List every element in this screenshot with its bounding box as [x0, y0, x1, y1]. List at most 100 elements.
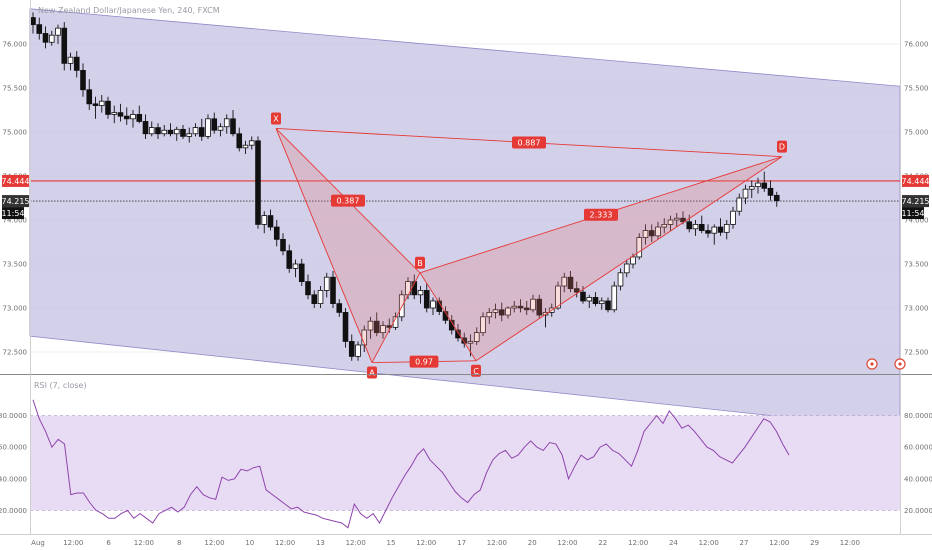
candle-body [661, 223, 668, 228]
candle-body [355, 344, 361, 357]
candle-body [330, 276, 336, 305]
candle-body [648, 230, 655, 237]
price-tick-label-right: 72.500 [904, 349, 929, 357]
candle-body [380, 325, 386, 334]
auto-scale-icon[interactable] [894, 358, 906, 370]
candle-body [161, 129, 168, 135]
candle [355, 341, 361, 361]
candle [230, 110, 236, 137]
time-tick-label: Aug [31, 539, 45, 547]
price-axis[interactable]: 72.500 72.500 73.000 73.000 73.500 73.500 74.0… [1, 41, 929, 357]
candle [280, 233, 286, 256]
price-tick-label-right: 75.500 [904, 85, 929, 93]
candle-body [180, 128, 186, 137]
svg-text:74.215: 74.215 [2, 197, 30, 206]
candle-body [223, 118, 230, 128]
svg-text:11:54: 11:54 [901, 209, 924, 218]
candle-body [111, 112, 118, 115]
candle-body [417, 289, 424, 296]
candle [761, 171, 768, 192]
candle [217, 123, 224, 137]
candle [717, 218, 724, 236]
svg-text:74.444: 74.444 [2, 177, 30, 186]
candle-body [655, 226, 661, 237]
candle [705, 224, 711, 238]
svg-text:74.215: 74.215 [902, 197, 930, 206]
time-axis[interactable]: Aug 12:00 6 12:00 8 12:00 10 12:00 13 12:00 15 12:0… [0, 534, 932, 548]
rsi-tick-label-left: 40.0000 [0, 475, 27, 483]
candle [392, 312, 399, 330]
time-tick-label: 12:00 [416, 539, 436, 547]
candle-body [761, 182, 768, 189]
pattern-leg [275, 128, 373, 363]
candle-body [480, 316, 486, 334]
candle [292, 259, 299, 278]
candle-body [505, 307, 511, 316]
candle [130, 110, 136, 128]
time-tick-label: 22 [598, 539, 607, 547]
candle-body [617, 272, 624, 287]
candle [555, 281, 561, 310]
rsi-title: RSI (7, close) [34, 381, 87, 390]
pattern-ratio-label: 2.333 [584, 208, 618, 221]
price-tick-label-left: 72.500 [3, 349, 28, 357]
candle-body [305, 281, 311, 296]
rsi-tick-label-right: 80.0000 [904, 412, 932, 420]
candle-body [67, 56, 74, 64]
candle [423, 283, 430, 313]
rsi-axis[interactable]: 20.0000 20.0000 40.0000 40.0000 60.0000 60.00… [0, 412, 932, 515]
candle [117, 103, 124, 122]
candle [730, 206, 736, 229]
candle [111, 105, 118, 124]
candle-body [598, 300, 605, 304]
candle-body [80, 70, 86, 91]
scroll-to-realtime-icon[interactable] [866, 358, 878, 370]
candle-body [98, 100, 105, 106]
candle [198, 118, 205, 141]
candle [686, 214, 693, 233]
price-tick-label-right: 75.000 [904, 129, 929, 137]
candle-body [323, 276, 330, 291]
candle [142, 114, 149, 140]
candle [211, 112, 218, 134]
candle [611, 281, 618, 313]
candle-body [580, 291, 586, 302]
candle-body [723, 223, 730, 233]
candle [98, 95, 105, 113]
candle-body [542, 311, 549, 316]
candle-body [423, 289, 430, 309]
candle [648, 224, 655, 242]
candle-body [711, 226, 718, 234]
candle-body [455, 329, 461, 339]
horizontal-lines [30, 180, 900, 202]
candle [36, 17, 43, 40]
candle [592, 292, 599, 307]
pattern-leg [419, 272, 477, 362]
pattern-ratio-label: 0.387 [331, 194, 365, 207]
time-tick-label: 12:00 [346, 539, 366, 547]
candle [180, 124, 186, 140]
candle-body [205, 118, 211, 137]
candle [642, 224, 649, 245]
candle [380, 321, 386, 339]
time-tick-label: 12:00 [204, 539, 224, 547]
candle-body [136, 114, 143, 122]
price-tick-label-left: 75.000 [3, 129, 28, 137]
candle-body [473, 332, 480, 342]
candle [698, 215, 705, 234]
candle-body [255, 140, 261, 225]
candle-body [742, 188, 749, 199]
current-price-badge-left: 74.215 11:54 [1, 195, 30, 220]
price-tick-label-right: 76.000 [904, 41, 929, 49]
svg-text:74.444: 74.444 [902, 177, 930, 186]
candle [623, 259, 630, 278]
pattern-triangle-xab [276, 128, 420, 363]
candle [667, 215, 674, 231]
candle [536, 294, 543, 319]
candle-body [273, 226, 280, 240]
pattern-point-d: D [777, 140, 787, 153]
candle-body [492, 309, 499, 313]
svg-text:A: A [369, 369, 375, 378]
candle [473, 327, 480, 345]
candle-body [236, 133, 243, 149]
